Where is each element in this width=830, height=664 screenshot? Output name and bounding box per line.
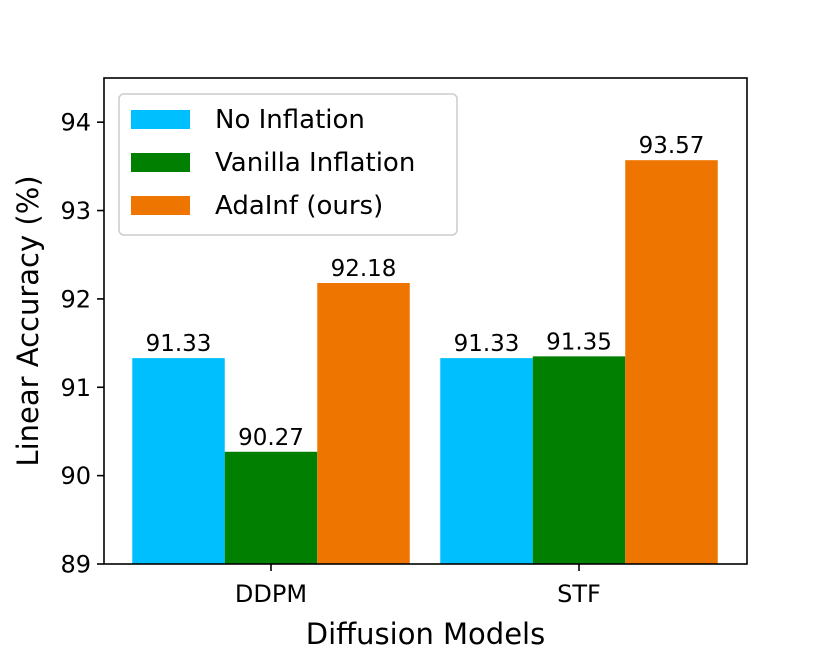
legend-label: AdaInf (ours)	[215, 191, 383, 221]
y-tick-label: 93	[60, 197, 91, 225]
legend-label: No Inflation	[215, 105, 365, 135]
plot-frame	[103, 77, 748, 565]
bars-group	[132, 160, 718, 565]
bar-ddpm-3	[317, 283, 410, 564]
legend-swatch	[131, 153, 190, 172]
data-label: 92.18	[331, 256, 397, 282]
x-tick-label: DDPM	[235, 580, 307, 608]
legend-label: Vanilla Inflation	[215, 148, 415, 178]
data-label: 91.33	[146, 331, 212, 357]
bar-stf-1	[440, 358, 533, 564]
y-axis-title: Linear Accuracy (%)	[11, 175, 45, 466]
y-axis: 89 90 91 92 93 94	[60, 109, 104, 579]
data-label: 93.57	[639, 133, 705, 159]
legend-box	[118, 93, 458, 236]
y-tick-label: 90	[60, 462, 91, 490]
bar-ddpm-1	[132, 358, 225, 564]
bar-stf-3	[625, 160, 718, 565]
data-label: 91.33	[454, 331, 520, 357]
data-label: 90.27	[238, 425, 304, 451]
bar-ddpm-2	[224, 451, 318, 564]
data-label: 91.35	[546, 329, 612, 355]
y-tick-label: 94	[60, 109, 91, 137]
legend-swatch	[131, 110, 190, 129]
legend: No Inflation Vanilla Inflation AdaInf (our…	[118, 93, 458, 236]
x-tick-label: STF	[557, 580, 601, 608]
y-tick-label: 89	[60, 551, 91, 579]
x-axis: DDPM STF	[235, 564, 601, 608]
y-tick-label: 92	[60, 285, 91, 313]
y-tick-label: 91	[60, 374, 91, 402]
x-axis-title: Diffusion Models	[306, 617, 545, 651]
legend-swatch	[131, 196, 190, 215]
value-labels-group: 91.33 90.27 92.18 91.33 91.35 93.57	[146, 133, 705, 451]
bar-stf-2	[532, 356, 626, 564]
